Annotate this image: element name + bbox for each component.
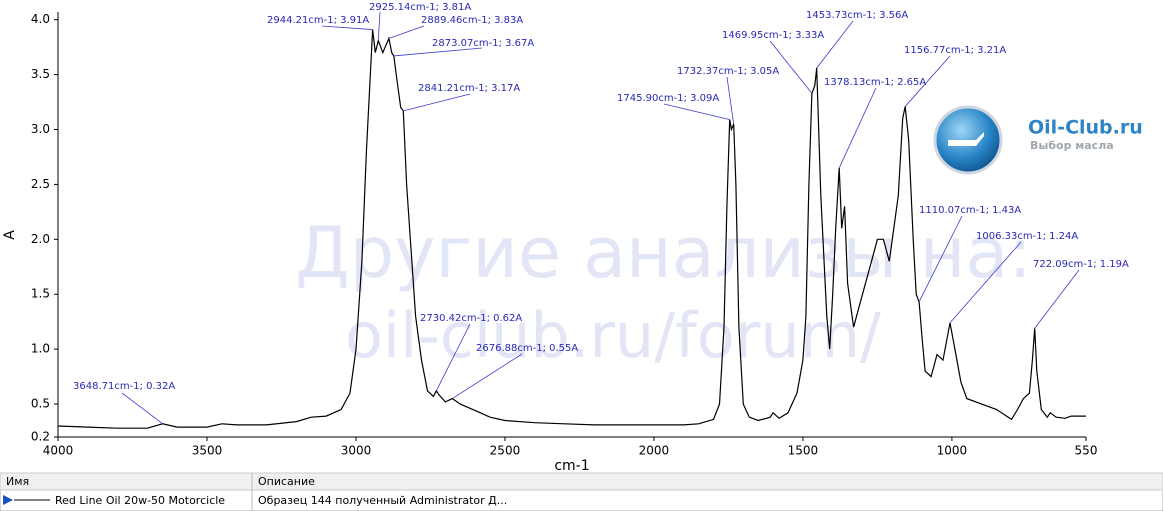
annotation-label: 1006.33cm-1; 1.24A <box>976 231 1078 242</box>
annotation-leader <box>769 40 813 94</box>
y-axis-label: A <box>2 230 18 240</box>
annotation-label: 1745.90cm-1; 3.09A <box>617 93 719 104</box>
annotation-leader <box>403 93 471 112</box>
x-tick-label: 3000 <box>341 444 372 458</box>
x-tick-label: 2500 <box>490 444 521 458</box>
annotation-label: 722.09cm-1; 1.19A <box>1033 259 1129 270</box>
column-header: Описание <box>258 475 315 488</box>
annotation-leader <box>663 103 730 121</box>
x-tick-label: 550 <box>1075 444 1098 458</box>
x-tick-label: 1000 <box>937 444 968 458</box>
annotation-label: 1453.73cm-1; 3.56A <box>806 10 908 21</box>
y-tick-label: 0.2 <box>31 430 50 444</box>
x-tick-label: 2000 <box>639 444 670 458</box>
annotation-label: 1156.77cm-1; 3.21A <box>904 45 1006 56</box>
annotation-leader <box>452 353 523 399</box>
x-tick-label: 1500 <box>788 444 819 458</box>
logo-title: Oil-Club.ru <box>1028 117 1143 139</box>
y-tick-label: 3.5 <box>31 67 50 81</box>
annotation-label: 2730.42cm-1; 0.62A <box>420 313 522 324</box>
annotation-label: 1469.95cm-1; 3.33A <box>722 30 824 41</box>
annotation-label: 1110.07cm-1; 1.43A <box>919 205 1021 216</box>
spectrum-line <box>57 29 1086 429</box>
annotation-leader <box>388 25 425 39</box>
annotation-leader <box>377 11 381 41</box>
y-tick-label: 2.5 <box>31 177 50 191</box>
logo-can <box>948 132 984 146</box>
x-axis-label: cm-1 <box>554 458 589 474</box>
table-cell[interactable]: Образец 144 полученный Administrator Д..… <box>258 494 507 507</box>
annotation-leader <box>949 241 1022 324</box>
y-tick-label: 0.5 <box>31 397 50 411</box>
annotation-leader <box>816 20 854 69</box>
y-tick-label: 3.0 <box>31 122 50 136</box>
table-header <box>0 472 1163 491</box>
watermark: oil-club.ru/forum/ <box>345 299 881 372</box>
annotation-leader <box>838 87 877 169</box>
annotation-label: 2676.88cm-1; 0.55A <box>476 343 578 354</box>
y-tick-label: 1.0 <box>31 342 50 356</box>
column-header: Имя <box>6 475 29 488</box>
annotation-label: 2925.14cm-1; 3.81A <box>369 2 471 13</box>
annotation-leader <box>1034 269 1080 329</box>
x-tick-label: 4000 <box>43 444 74 458</box>
annotation-label: 3648.71cm-1; 0.32A <box>73 381 175 392</box>
row-arrow <box>3 495 13 505</box>
table-cell[interactable]: Red Line Oil 20w-50 Motorcicle <box>55 494 225 507</box>
annotation-leader <box>393 47 483 57</box>
annotation-leader <box>321 25 373 30</box>
y-tick-label: 2.0 <box>31 232 50 246</box>
annotation-leader <box>121 392 163 425</box>
annotation-label: 1378.13cm-1; 2.65A <box>824 77 926 88</box>
annotation-label: 2873.07cm-1; 3.67A <box>432 38 534 49</box>
y-tick-label: 1.5 <box>31 287 50 301</box>
logo-subtitle: Выбор масла <box>1030 139 1114 152</box>
watermark: Другие анализы на: <box>295 212 1032 294</box>
x-tick-label: 3500 <box>192 444 223 458</box>
y-tick-label: 4.0 <box>31 12 50 26</box>
annotation-leader <box>726 76 735 125</box>
annotation-label: 1732.37cm-1; 3.05A <box>677 66 779 77</box>
annotation-leader <box>435 323 471 392</box>
annotation-label: 2841.21cm-1; 3.17A <box>418 83 520 94</box>
annotation-label: 2944.21cm-1; 3.91A <box>267 15 369 26</box>
annotation-leader <box>918 215 963 303</box>
annotation-label: 2889.46cm-1; 3.83A <box>421 15 523 26</box>
annotation-leader <box>904 55 951 107</box>
